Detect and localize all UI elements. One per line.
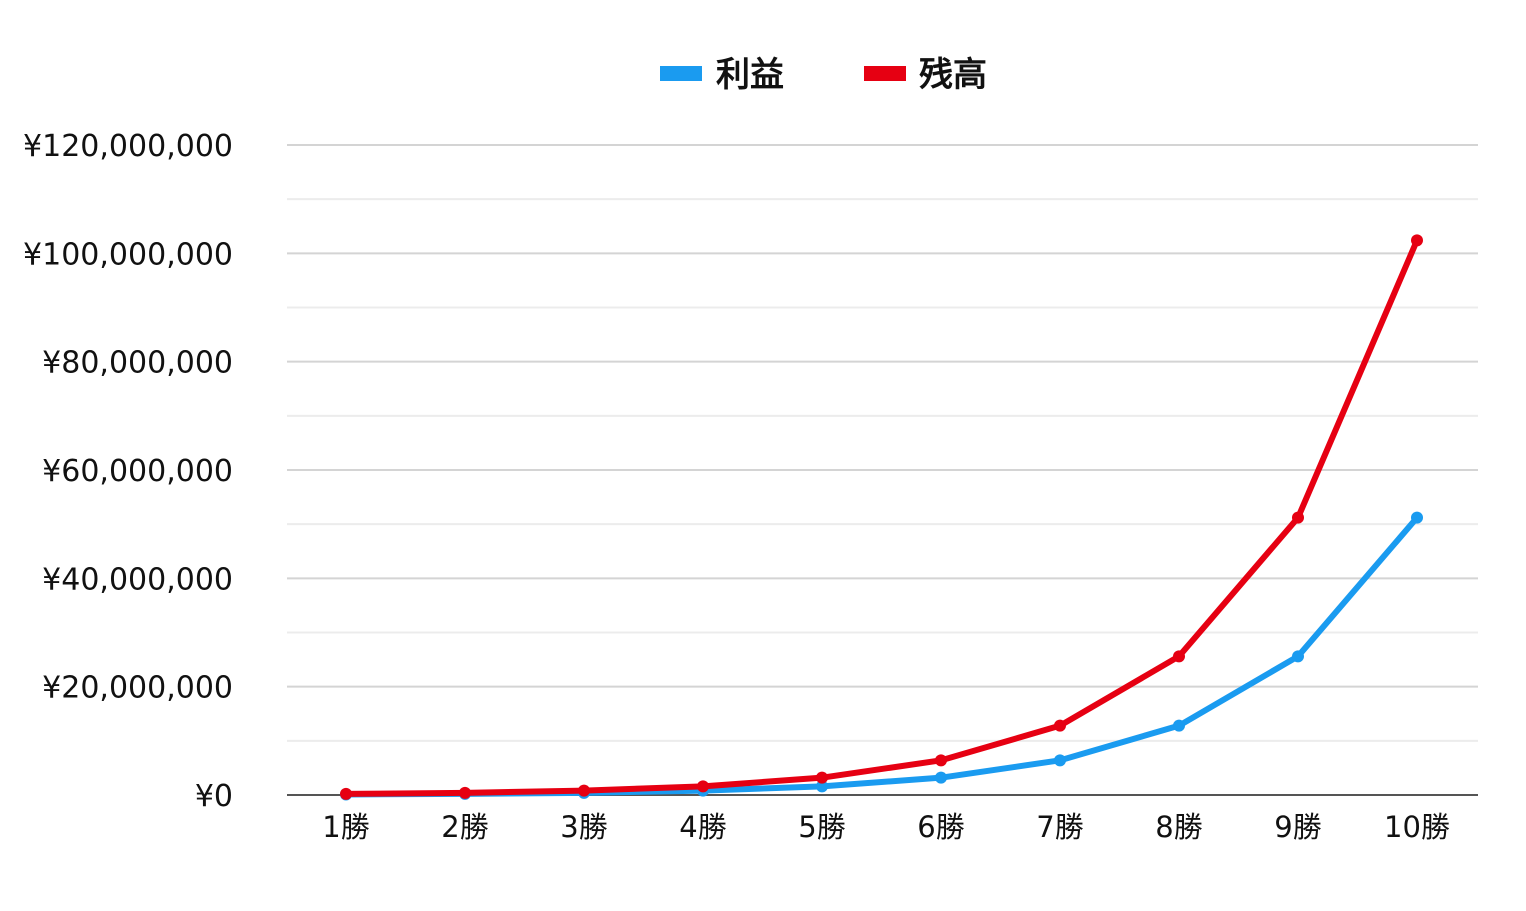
data-point xyxy=(578,784,590,797)
x-tick-label: 3勝 xyxy=(560,810,607,844)
x-axis: 1勝 2勝 3勝 4勝 5勝 6勝 7勝 8勝 9勝 10勝 xyxy=(322,810,1450,844)
data-point xyxy=(935,754,947,767)
x-tick-label: 4勝 xyxy=(679,810,726,844)
x-tick-label: 6勝 xyxy=(917,810,964,844)
y-tick-label: ¥100,000,000 xyxy=(23,237,233,272)
x-tick-label: 8勝 xyxy=(1155,810,1202,844)
data-point xyxy=(816,780,828,793)
legend-label: 残高 xyxy=(919,55,987,95)
gridlines xyxy=(287,144,1478,796)
data-point xyxy=(340,787,352,800)
legend-swatch xyxy=(660,66,702,81)
x-tick-label: 2勝 xyxy=(441,810,488,844)
series-残高 xyxy=(340,234,1423,800)
x-tick-label: 5勝 xyxy=(798,810,845,844)
legend-swatch xyxy=(864,66,906,81)
series-layer xyxy=(340,234,1423,801)
y-tick-label: ¥20,000,000 xyxy=(42,671,233,706)
data-point xyxy=(1411,511,1423,524)
x-tick-label: 7勝 xyxy=(1036,810,1083,844)
y-tick-label: ¥40,000,000 xyxy=(42,562,233,597)
y-axis: ¥0 ¥20,000,000 ¥40,000,000 ¥60,000,000 ¥80,0… xyxy=(23,129,233,814)
legend-label: 利益 xyxy=(716,55,784,95)
data-point xyxy=(816,771,828,784)
series-line xyxy=(343,514,1420,798)
y-tick-label: ¥60,000,000 xyxy=(42,454,233,489)
data-point xyxy=(459,786,471,799)
x-tick-label: 10勝 xyxy=(1384,810,1450,844)
data-point xyxy=(1411,234,1423,247)
x-tick-label: 9勝 xyxy=(1274,810,1321,844)
series-line xyxy=(343,237,1420,797)
data-point xyxy=(1173,719,1185,732)
x-tick-label: 1勝 xyxy=(322,810,369,844)
data-point xyxy=(935,771,947,784)
data-point xyxy=(1054,754,1066,767)
series-利益 xyxy=(340,511,1423,801)
data-point xyxy=(1292,650,1304,663)
y-tick-label: ¥0 xyxy=(195,779,233,814)
legend: 利益 残高 xyxy=(660,55,987,95)
data-point xyxy=(1173,650,1185,663)
data-point xyxy=(1292,511,1304,524)
y-tick-label: ¥120,000,000 xyxy=(23,129,233,164)
data-point xyxy=(697,780,709,793)
y-tick-label: ¥80,000,000 xyxy=(42,346,233,381)
data-point xyxy=(1054,719,1066,732)
